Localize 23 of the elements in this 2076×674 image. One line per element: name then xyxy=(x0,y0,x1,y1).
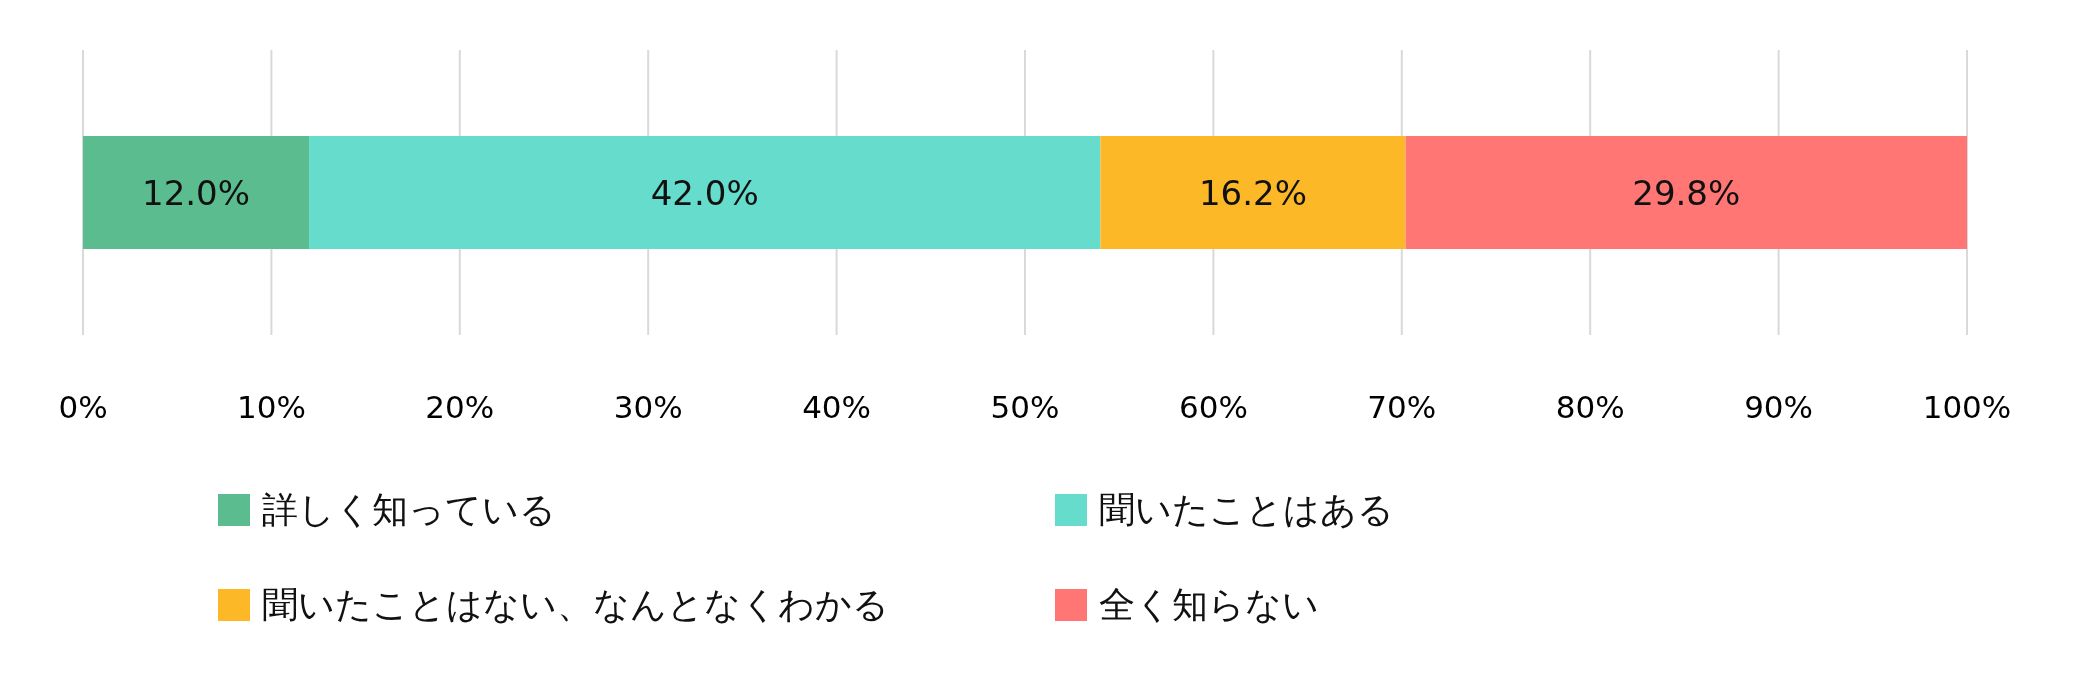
x-tick-label: 40% xyxy=(802,389,872,425)
legend-label: 聞いたことはない、なんとなくわかる xyxy=(262,584,889,625)
x-tick-label: 80% xyxy=(1555,389,1625,425)
bar xyxy=(309,136,1101,249)
data-label: 42.0% xyxy=(650,172,759,213)
x-tick-label: 70% xyxy=(1367,389,1437,425)
data-label: 29.8% xyxy=(1632,172,1741,213)
x-tick-label: 10% xyxy=(236,389,306,425)
bar xyxy=(1100,136,1406,249)
x-tick-label: 100% xyxy=(1922,389,2012,425)
x-tick-label: 50% xyxy=(990,389,1060,425)
bar xyxy=(83,136,310,249)
x-tick-label: 30% xyxy=(613,389,683,425)
bar xyxy=(1405,136,1967,249)
legend-label: 聞いたことはある xyxy=(1099,489,1394,530)
x-tick-label: 60% xyxy=(1178,389,1248,425)
data-label: 16.2% xyxy=(1198,172,1307,213)
legend-label: 詳しく知っている xyxy=(262,489,556,530)
x-tick-label: 0% xyxy=(58,389,108,425)
x-tick-label: 20% xyxy=(425,389,495,425)
data-label: 12.0% xyxy=(142,172,251,213)
x-tick-label: 90% xyxy=(1744,389,1814,425)
legend-label: 全く知らない xyxy=(1099,584,1319,625)
